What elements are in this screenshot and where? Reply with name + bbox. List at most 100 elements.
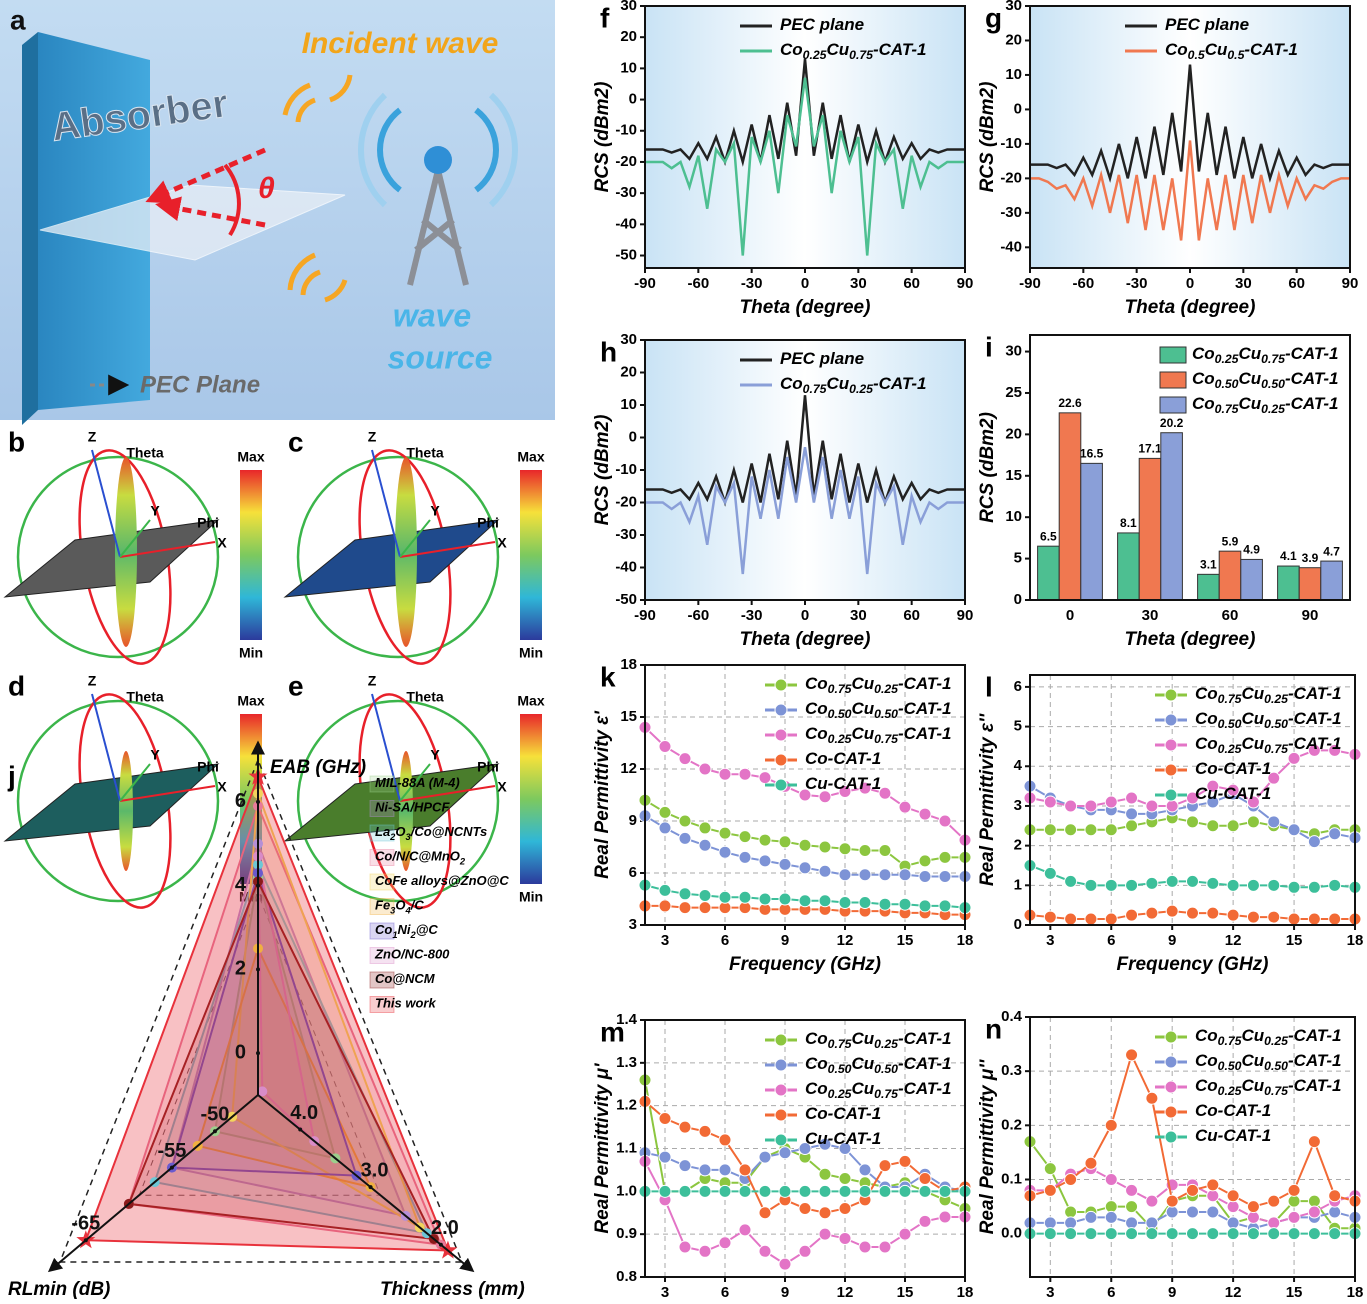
- y-tick-label: 0.0: [1001, 1225, 1022, 1242]
- data-point: [1328, 1205, 1342, 1219]
- data-point: [1125, 1216, 1139, 1230]
- x-label: X: [217, 535, 227, 551]
- data-point: [1226, 908, 1240, 922]
- data-point: [758, 833, 772, 847]
- value-label: 8.1: [1120, 516, 1137, 530]
- data-point: [1145, 1227, 1159, 1241]
- y-tick-label: 30: [620, 0, 637, 14]
- data-point: [1084, 823, 1098, 837]
- x-tick-label: 18: [1347, 1284, 1364, 1301]
- colorbar-min: Min: [519, 889, 543, 905]
- panel-label: e: [288, 670, 304, 701]
- data-point: [1267, 815, 1281, 829]
- radar-frame: [58, 757, 464, 1263]
- data-point: [1328, 827, 1342, 841]
- data-point: [698, 901, 712, 915]
- data-point: [1328, 743, 1342, 757]
- y-tick-label: -50: [615, 246, 637, 263]
- y-tick-label: 2: [1014, 837, 1022, 854]
- data-point: [858, 843, 872, 857]
- panel-label: c: [288, 426, 304, 457]
- x-tick-label: -30: [741, 275, 763, 292]
- radar-tick-label: 6: [235, 790, 246, 812]
- data-point: [1043, 1216, 1057, 1230]
- data-point: [818, 1167, 832, 1181]
- data-point: [1084, 912, 1098, 926]
- plot-background: [1030, 6, 1350, 268]
- y-tick-label: 1: [1014, 876, 1022, 893]
- data-point: [658, 1112, 672, 1126]
- y-tick-label: -20: [1000, 169, 1022, 186]
- data-point: [818, 1184, 832, 1198]
- data-point: [1246, 1210, 1260, 1224]
- data-point: [1206, 779, 1220, 793]
- axis-label: RLmin (dB): [8, 1279, 110, 1300]
- legend-marker: [774, 753, 788, 767]
- x-tick-label: 60: [1222, 607, 1239, 624]
- data-point: [758, 771, 772, 785]
- data-point: [1267, 1227, 1281, 1241]
- data-point: [698, 821, 712, 835]
- data-point: [1307, 880, 1321, 894]
- data-point: [778, 1146, 792, 1160]
- data-point: [1043, 823, 1057, 837]
- data-point: [1226, 819, 1240, 833]
- data-point: [698, 1124, 712, 1138]
- data-point: [858, 781, 872, 795]
- data-point: [658, 821, 672, 835]
- data-point: [798, 1244, 812, 1258]
- legend-label: La2O3/Co@NCNTs: [375, 824, 487, 842]
- x-tick-label: 60: [903, 607, 920, 624]
- radar-area: [84, 773, 450, 1252]
- data-point: [1186, 874, 1199, 888]
- data-point: [818, 1227, 832, 1241]
- data-point: [1165, 874, 1179, 888]
- legend-marker: [774, 1083, 788, 1097]
- data-point: [1043, 1227, 1057, 1241]
- value-label: 20.2: [1160, 416, 1184, 430]
- colorbar-max: Max: [517, 449, 544, 465]
- data-point: [878, 868, 892, 882]
- radar-area: [153, 861, 429, 1235]
- data-point: [1267, 1194, 1281, 1208]
- radar-tick: [212, 1129, 217, 1134]
- legend-swatch: [369, 947, 395, 964]
- radiation-lobe: [115, 457, 137, 647]
- legend-label: Cu-CAT-1: [805, 1129, 881, 1148]
- data-point: [918, 899, 932, 913]
- data-point: [1084, 1227, 1098, 1241]
- data-point: [718, 1184, 732, 1198]
- y-axis-label: Real Permittivity μ'': [977, 1058, 998, 1234]
- data-point: [1307, 1227, 1321, 1241]
- data-point: [898, 1184, 912, 1198]
- data-point: [858, 1163, 872, 1177]
- x-tick-label: 0: [1186, 275, 1194, 292]
- x-tick-label: 12: [837, 1284, 854, 1301]
- plot-frame: [1029, 334, 1351, 601]
- data-point: [1104, 823, 1118, 837]
- data-point: [1307, 835, 1321, 849]
- legend-swatch: [1159, 396, 1187, 414]
- legend-label: Cu-CAT-1: [805, 774, 881, 793]
- x-axis-label: Theta (degree): [740, 629, 871, 650]
- data-point: [838, 842, 852, 856]
- x-tick-label: 90: [1302, 607, 1319, 624]
- pec-plane: [39, 184, 346, 261]
- data-point: [1145, 1216, 1159, 1230]
- data-point: [778, 1257, 792, 1271]
- data-point: [678, 814, 692, 828]
- y-tick-label: 20: [1005, 425, 1022, 442]
- data-point: [758, 1184, 772, 1198]
- plot-background: [645, 6, 965, 268]
- legend-label: Co-CAT-1: [805, 1104, 881, 1123]
- data-point: [1287, 823, 1301, 837]
- legend-swatch: [369, 873, 395, 891]
- x-label: X: [497, 535, 507, 551]
- radar-tick: [256, 967, 260, 972]
- data-point: [798, 1184, 812, 1198]
- y-axis: [119, 519, 151, 558]
- y-label: Y: [430, 747, 440, 763]
- data-point: [758, 854, 772, 868]
- data-point: [918, 854, 932, 868]
- panel-label: f: [600, 2, 610, 33]
